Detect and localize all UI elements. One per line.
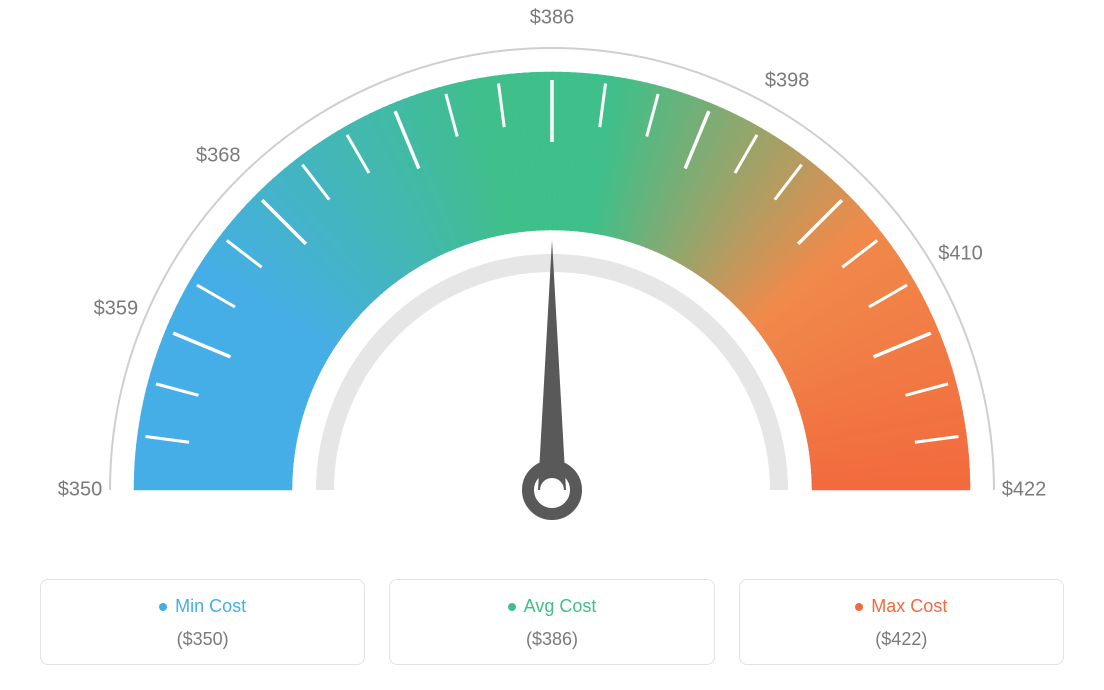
legend-title-min: Min Cost bbox=[159, 596, 246, 617]
legend-value-max: ($422) bbox=[750, 629, 1053, 650]
gauge-tick-label: $422 bbox=[1002, 479, 1047, 502]
gauge-tick-label: $350 bbox=[58, 479, 103, 502]
legend-value-avg: ($386) bbox=[400, 629, 703, 650]
legend-row: Min Cost ($350) Avg Cost ($386) Max Cost… bbox=[40, 579, 1064, 665]
legend-dot-max bbox=[855, 603, 863, 611]
legend-title-avg: Avg Cost bbox=[508, 596, 597, 617]
legend-dot-avg bbox=[508, 603, 516, 611]
legend-title-max: Max Cost bbox=[855, 596, 947, 617]
gauge-tick-label: $359 bbox=[94, 298, 139, 321]
legend-card-max: Max Cost ($422) bbox=[739, 579, 1064, 665]
legend-card-avg: Avg Cost ($386) bbox=[389, 579, 714, 665]
legend-label-min: Min Cost bbox=[175, 596, 246, 617]
legend-label-avg: Avg Cost bbox=[524, 596, 597, 617]
gauge-tick-label: $386 bbox=[530, 7, 575, 30]
legend-card-min: Min Cost ($350) bbox=[40, 579, 365, 665]
cost-gauge-widget: $350 $359 $368 $386 $398 $410 $422 Min Cost ($… bbox=[0, 0, 1104, 690]
gauge-chart: $350 $359 $368 $386 $398 $410 $422 bbox=[0, 0, 1104, 560]
gauge-tick-label: $410 bbox=[938, 242, 983, 265]
legend-dot-min bbox=[159, 603, 167, 611]
gauge-tick-label: $368 bbox=[196, 145, 241, 168]
legend-label-max: Max Cost bbox=[871, 596, 947, 617]
gauge-tick-label: $398 bbox=[765, 69, 810, 92]
legend-value-min: ($350) bbox=[51, 629, 354, 650]
